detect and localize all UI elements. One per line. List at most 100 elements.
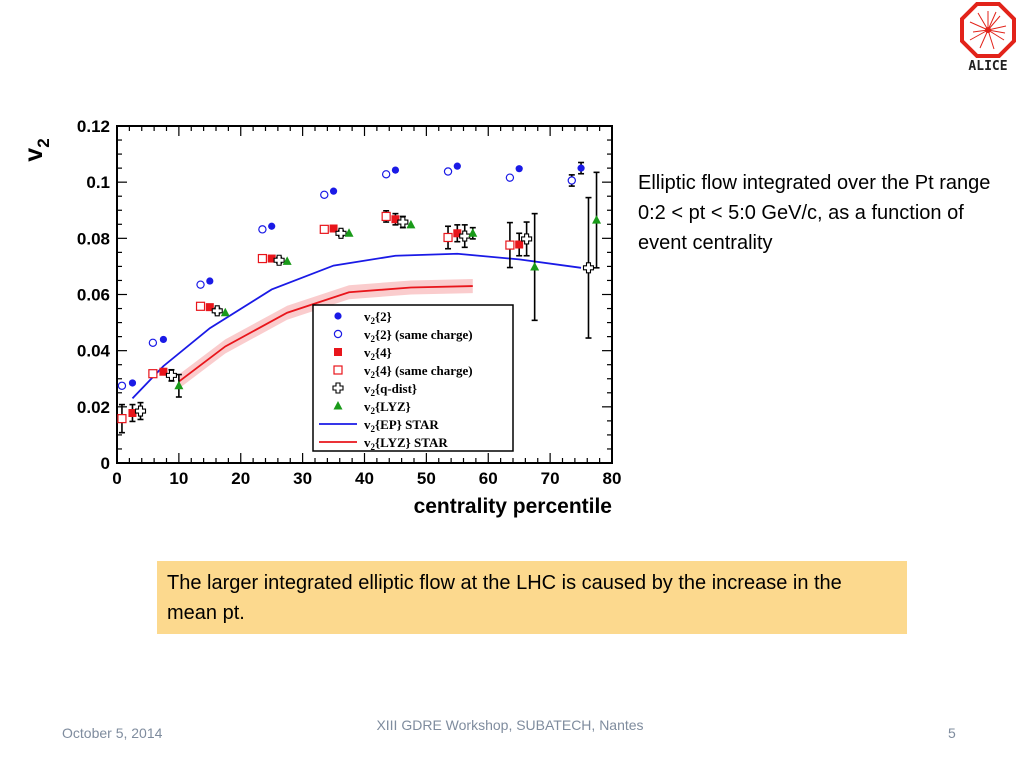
y-tick-label: 0.04 bbox=[77, 342, 111, 361]
y-tick-label: 0.1 bbox=[86, 173, 110, 192]
x-tick-label: 40 bbox=[355, 469, 374, 488]
y-axis-label: v2 bbox=[20, 138, 53, 161]
series-line bbox=[131, 252, 582, 400]
data-point bbox=[273, 254, 285, 266]
series-line bbox=[178, 285, 473, 383]
data-point bbox=[211, 305, 223, 317]
data-point bbox=[117, 414, 127, 424]
data-point bbox=[282, 256, 292, 265]
data-point bbox=[257, 253, 268, 264]
marker-shape bbox=[406, 219, 416, 229]
footer-date: October 5, 2014 bbox=[62, 725, 163, 741]
data-point bbox=[521, 233, 533, 245]
legend-entry: v2{4} (same charge) bbox=[333, 363, 473, 380]
x-tick-label: 50 bbox=[417, 469, 436, 488]
data-point bbox=[329, 224, 338, 233]
marker-shape bbox=[211, 305, 223, 317]
data-point bbox=[453, 162, 461, 170]
marker-shape bbox=[577, 164, 585, 172]
marker-shape bbox=[391, 166, 400, 174]
legend-marker bbox=[332, 382, 344, 394]
legend-marker bbox=[334, 348, 342, 356]
legend-label-sub: 2 bbox=[371, 370, 376, 380]
legend-label: v2{LYZ} bbox=[364, 399, 411, 416]
marker-shape bbox=[381, 211, 391, 222]
legend-label-main: v bbox=[364, 309, 371, 324]
marker-shape bbox=[468, 228, 478, 237]
data-point bbox=[515, 165, 523, 173]
legend-entry: v2{EP} STAR bbox=[319, 417, 439, 434]
marker-shape bbox=[159, 335, 168, 344]
y-tick-label: 0.02 bbox=[77, 398, 110, 417]
data-point bbox=[505, 240, 515, 250]
elliptic-flow-chart: 0 10 20 30 40 50 60 70 80 0 0.02 0.04 0.06 0.08 0.1 0.1… bbox=[20, 117, 621, 518]
marker-shape bbox=[268, 222, 276, 230]
legend-label-main: v bbox=[364, 399, 371, 414]
marker-shape bbox=[220, 307, 230, 317]
marker-shape bbox=[332, 382, 344, 394]
marker-shape bbox=[521, 233, 533, 245]
data-point bbox=[592, 215, 602, 224]
data-point bbox=[117, 381, 127, 390]
marker-shape bbox=[397, 216, 409, 228]
legend-label-rest: {LYZ} STAR bbox=[375, 435, 448, 450]
data-point bbox=[134, 405, 147, 417]
marker-shape bbox=[148, 369, 158, 379]
chart-series bbox=[117, 161, 602, 434]
marker-shape bbox=[273, 254, 285, 266]
marker-shape bbox=[329, 224, 338, 233]
marker-shape bbox=[453, 162, 461, 170]
data-point bbox=[220, 307, 230, 317]
marker-shape bbox=[391, 215, 400, 224]
marker-shape bbox=[333, 365, 343, 375]
legend-entry: v2{q-dist} bbox=[332, 381, 417, 398]
data-point bbox=[453, 229, 462, 238]
data-point bbox=[148, 338, 158, 348]
data-point bbox=[206, 277, 214, 285]
y-tick-label: 0.12 bbox=[77, 117, 110, 136]
y-tick-label: 0.06 bbox=[77, 286, 110, 305]
legend-marker bbox=[334, 312, 342, 320]
legend-label-rest: {LYZ} bbox=[375, 399, 411, 414]
legend-entry: v2{LYZ} STAR bbox=[319, 435, 448, 452]
legend-label: v2{2} (same charge) bbox=[364, 327, 473, 344]
legend-marker bbox=[333, 365, 343, 375]
marker-shape bbox=[267, 254, 276, 263]
data-point bbox=[459, 230, 471, 242]
data-point bbox=[128, 379, 137, 387]
data-point bbox=[443, 167, 453, 176]
data-point bbox=[381, 170, 391, 179]
legend-label: v2{4} bbox=[364, 345, 392, 362]
data-point bbox=[128, 409, 137, 418]
legend-label-main: v bbox=[364, 381, 371, 396]
legend-label-rest: {q-dist} bbox=[375, 381, 417, 396]
data-point bbox=[344, 228, 354, 237]
marker-shape bbox=[148, 338, 158, 348]
legend-label-main: v bbox=[364, 435, 371, 450]
legend-label-sub: 2 bbox=[371, 334, 376, 344]
legend-label-rest: {4} bbox=[375, 345, 392, 360]
legend-label: v2{LYZ} STAR bbox=[364, 435, 448, 452]
x-tick-label: 0 bbox=[112, 469, 121, 488]
data-point bbox=[567, 176, 576, 185]
legend-marker bbox=[333, 329, 343, 339]
marker-shape bbox=[128, 379, 137, 387]
marker-shape bbox=[117, 381, 127, 390]
data-point bbox=[148, 369, 158, 379]
marker-shape bbox=[459, 230, 471, 242]
y-axis-label-sub: 2 bbox=[34, 138, 53, 147]
legend-marker bbox=[333, 401, 343, 410]
marker-shape bbox=[443, 232, 453, 243]
data-point bbox=[205, 303, 214, 312]
data-point bbox=[582, 262, 595, 274]
marker-shape bbox=[592, 215, 602, 224]
legend-label: v2{4} (same charge) bbox=[364, 363, 473, 380]
y-tick-label: 0.08 bbox=[77, 229, 110, 248]
legend-label: v2{EP} STAR bbox=[364, 417, 439, 434]
marker-shape bbox=[333, 401, 343, 410]
data-point bbox=[397, 216, 409, 228]
legend-label-main: v bbox=[364, 363, 371, 378]
marker-shape bbox=[515, 165, 523, 173]
data-point bbox=[468, 228, 478, 237]
x-tick-label: 10 bbox=[169, 469, 188, 488]
